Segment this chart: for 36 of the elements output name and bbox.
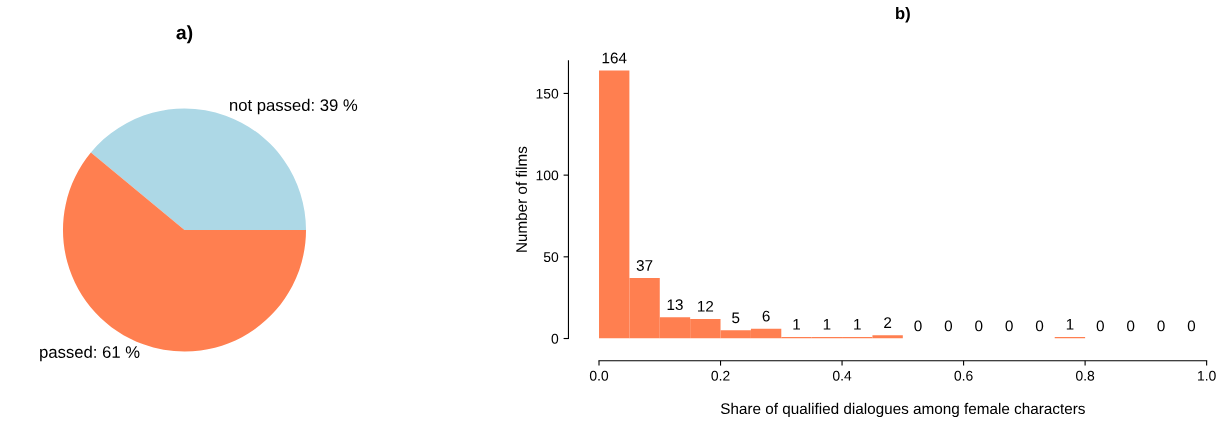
data-label: 12 xyxy=(698,300,714,312)
data-label: 0 xyxy=(1096,320,1104,332)
y-axis-title: Number of films xyxy=(515,146,527,252)
data-label: 0 xyxy=(1127,320,1135,332)
data-label: 164 xyxy=(602,52,627,64)
data-label: 5 xyxy=(732,312,740,324)
data-label: 0 xyxy=(975,320,983,332)
data-label: 2 xyxy=(884,317,892,328)
data-label: 0 xyxy=(1157,320,1165,332)
data-label: 0 xyxy=(1187,320,1196,332)
data-label: 0 xyxy=(1005,320,1013,332)
x-tick-label: 1.0 xyxy=(1198,370,1216,381)
y-tick-label: 0 xyxy=(551,333,559,344)
slice-label: passed: 61 % xyxy=(40,345,140,362)
slice-label: not passed: 39 % xyxy=(230,98,358,115)
data-label: 6 xyxy=(762,310,770,322)
data-label: 1 xyxy=(854,319,861,330)
x-tick-label: 0.0 xyxy=(589,370,609,381)
y-tick-label: 100 xyxy=(536,170,559,181)
y-tick-label: 150 xyxy=(536,88,559,99)
x-axis-title: Share of qualified dialogues among female characters xyxy=(720,402,1085,418)
data-label: 0 xyxy=(914,320,922,332)
data-label: 37 xyxy=(636,260,653,271)
data-label: 0 xyxy=(944,320,953,332)
data-label: 1 xyxy=(1066,319,1074,330)
y-tick-label: 50 xyxy=(543,252,559,262)
x-tick-label: 0.8 xyxy=(1076,370,1095,381)
data-label: 1 xyxy=(823,319,831,330)
chart-title: a) xyxy=(176,25,193,44)
data-label: 0 xyxy=(1035,320,1044,332)
x-tick-label: 0.2 xyxy=(711,370,730,381)
data-label: 13 xyxy=(667,299,683,311)
x-tick-label: 0.4 xyxy=(832,370,852,381)
chart-title: b) xyxy=(896,7,910,23)
data-label: 1 xyxy=(793,319,800,330)
x-tick-label: 0.6 xyxy=(954,370,973,381)
